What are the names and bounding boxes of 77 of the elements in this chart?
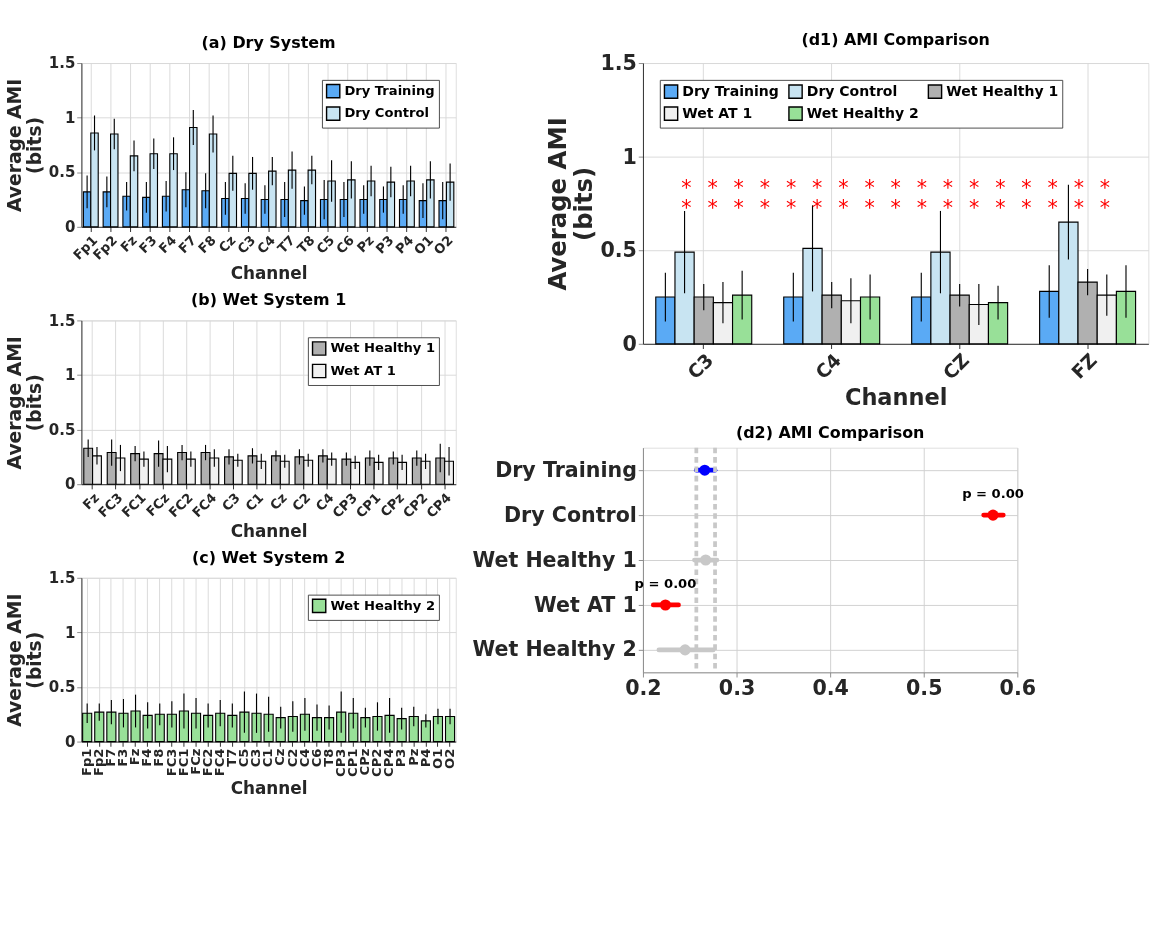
point [679,644,691,656]
legend-label: Wet Healthy 2 [330,597,436,613]
x-tick-label: C2 [289,490,314,514]
legend-label: Wet AT 1 [330,362,396,378]
y-tick-label: 1.5 [48,568,76,587]
x-tick-label: Fz [117,232,140,255]
x-tick-label: Cz [266,490,290,513]
annotation: * [1073,195,1084,220]
chart-title: (b) Wet System 1 [190,290,347,310]
annotation: * [733,195,744,220]
point [699,464,711,476]
x-tick-label: Fp1 [78,748,94,777]
x-tick-label: 0.6 [999,676,1037,701]
annotation: * [890,195,901,220]
legend-label: Dry Control [344,105,429,121]
y-tick-label: 1 [64,108,76,127]
annotation: * [969,195,980,220]
point [659,599,671,611]
x-tick-label: C4 [811,349,846,384]
x-tick-label: 0.2 [625,676,662,701]
annotation: * [1047,195,1058,220]
legend-label: Wet Healthy 1 [946,83,1059,100]
chart-title: (c) Wet System 2 [191,547,346,567]
annotation: * [942,195,954,220]
annotation: * [785,195,797,220]
x-tick-label: 0.3 [718,676,756,701]
annotation: * [707,195,718,220]
x-tick-label: 0.5 [906,676,943,701]
annotation: * [1099,195,1111,220]
x-tick-label: 0.4 [812,676,849,701]
y-axis-title: Average AMI (bits) [3,336,46,470]
annotation: p = 0.00 [962,486,1024,502]
y-tick-label: 1.5 [600,51,637,76]
y-tick-label: Wet Healthy 1 [472,547,637,572]
y-tick-label: 0 [64,475,76,494]
y-axis-title: Average AMI (bits) [3,78,46,213]
point [987,509,999,521]
y-tick-label: 0 [64,217,76,236]
y-tick-label: Wet AT 1 [534,592,637,617]
y-tick-label: 1 [64,366,76,385]
y-axis-title: Average AMI (bits) [542,117,598,291]
y-tick-label: 0.5 [48,163,76,182]
legend-label: Dry Training [344,82,435,98]
y-tick-label: Dry Training [495,457,637,482]
x-axis-title: Channel [230,521,308,542]
y-tick-label: Wet Healthy 2 [472,637,637,662]
y-tick-label: 1 [622,144,637,169]
annotation: * [864,195,875,220]
x-tick-label: CZ [938,349,974,384]
point [700,554,712,566]
y-tick-label: 0 [622,331,637,356]
annotation: * [759,195,771,220]
x-tick-label: FZ [1067,349,1102,383]
legend-label: Wet AT 1 [682,105,753,122]
y-tick-label: 0 [64,732,76,751]
chart-title: (d1) AMI Comparison [801,30,990,50]
x-tick-label: C1 [242,490,267,514]
legend-label: Dry Training [682,83,779,100]
annotation: p = 0.00 [634,576,697,592]
annotation: * [916,195,927,220]
y-axis-title: Average AMI (bits) [3,593,46,727]
y-tick-label: Dry Control [504,502,637,527]
x-axis-title: Channel [844,383,948,410]
x-axis-title: Channel [230,777,308,798]
y-tick-label: 0.5 [48,420,76,439]
legend-label: Wet Healthy 1 [330,340,436,356]
y-tick-label: 1.5 [48,311,76,330]
annotation: * [812,195,823,220]
x-tick-label: C3 [218,490,243,514]
x-tick-label: C3 [683,349,718,384]
y-tick-label: 1.5 [48,54,76,73]
y-tick-label: 1 [64,623,76,642]
chart-title: (a) Dry System [201,33,336,53]
legend-label: Dry Control [806,83,898,100]
legend-label: Wet Healthy 2 [806,105,919,122]
chart-title: (d2) AMI Comparison [735,423,925,443]
x-axis-title: Channel [230,263,308,284]
